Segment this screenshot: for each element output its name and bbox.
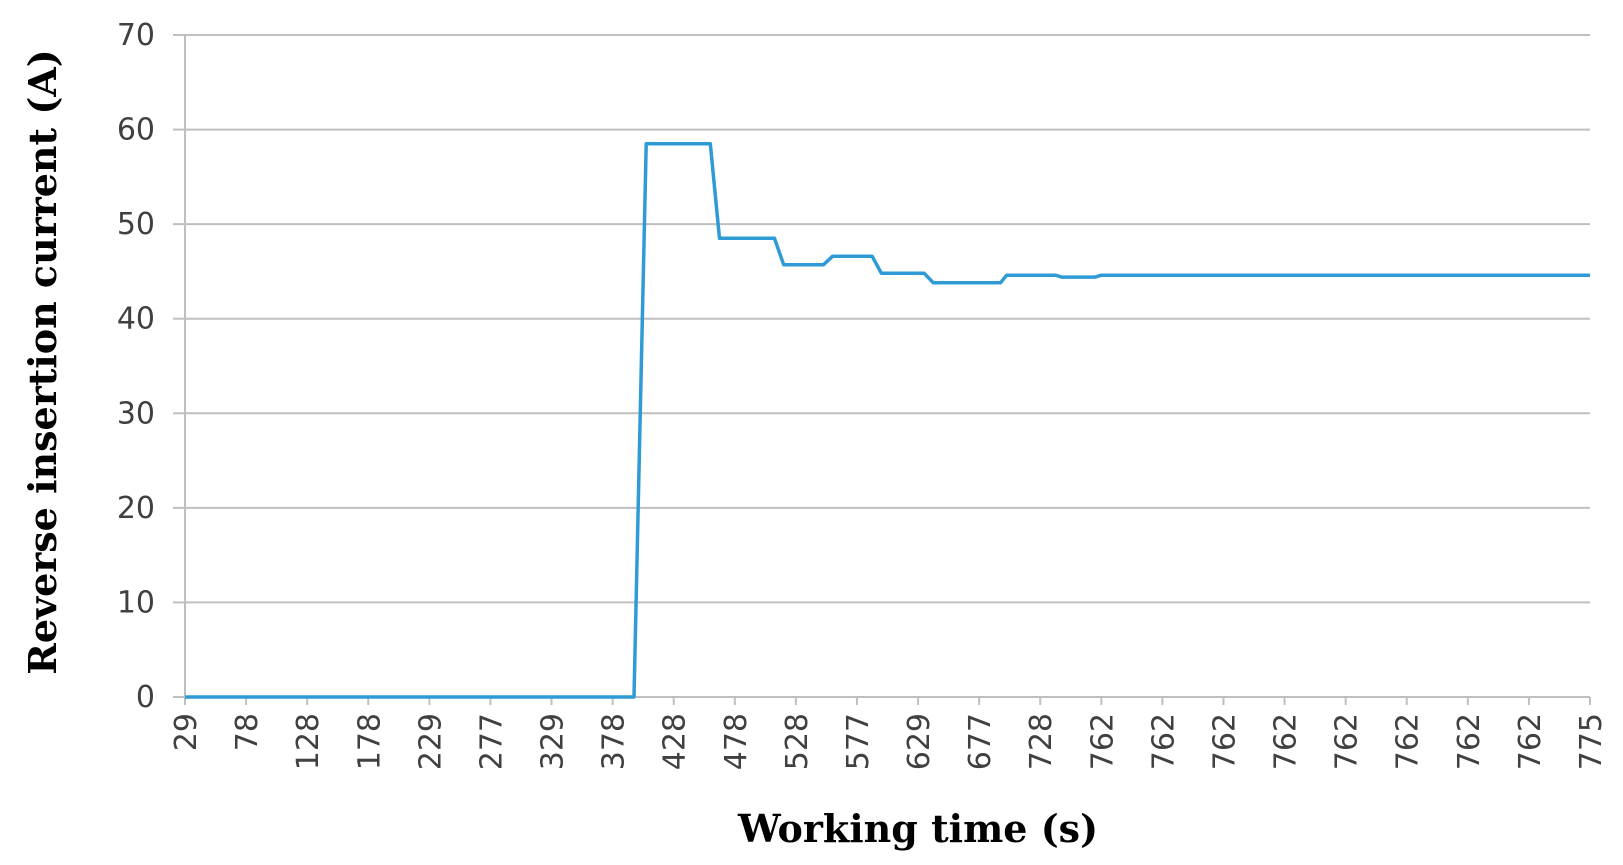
x-tick-label: 378	[597, 713, 632, 770]
x-tick-label: 178	[352, 713, 387, 770]
x-tick-label: 428	[658, 713, 693, 770]
x-tick-label: 277	[474, 713, 509, 770]
x-axis-title: Working time (s)	[737, 806, 1098, 851]
y-axis-title: Reverse insertion current (A)	[20, 49, 65, 675]
x-tick-label: 762	[1330, 713, 1365, 770]
x-tick-label: 577	[841, 713, 876, 770]
x-tick-label: 528	[780, 713, 815, 770]
x-tick-label: 478	[719, 713, 754, 770]
y-tick-label: 10	[117, 585, 155, 620]
x-tick-label: 677	[963, 713, 998, 770]
x-tick-label: 762	[1085, 713, 1120, 770]
x-tick-label: 229	[413, 713, 448, 770]
x-tick-label: 762	[1207, 713, 1242, 770]
y-tick-label: 60	[117, 113, 155, 148]
y-tick-label: 40	[117, 302, 155, 337]
x-tick-label: 728	[1024, 713, 1059, 770]
x-tick-label: 762	[1513, 713, 1548, 770]
axes	[173, 34, 1591, 705]
x-tick-label: 78	[230, 713, 265, 751]
y-tick-label: 70	[117, 18, 155, 53]
series	[185, 142, 1590, 699]
y-tick-label: 30	[117, 396, 155, 431]
x-tick-label: 128	[291, 713, 326, 770]
x-tick-label: 29	[169, 713, 204, 751]
x-tick-label: 762	[1269, 713, 1304, 770]
x-tick-labels: 29 78 128 178 229 277 329 378 428 478 528 577 629 677…	[169, 713, 1609, 770]
series-line-0	[185, 142, 1590, 699]
x-tick-label: 775	[1574, 713, 1609, 770]
x-tick-label: 762	[1452, 713, 1487, 770]
y-tick-label: 50	[117, 207, 155, 242]
gridlines	[185, 34, 1590, 604]
x-tick-label: 329	[536, 713, 571, 770]
x-tick-label: 629	[902, 713, 937, 770]
y-tick-label: 20	[117, 491, 155, 526]
x-tick-label: 762	[1146, 713, 1181, 770]
y-tick-labels: 0 10 20 30 40 50 60 70	[117, 18, 155, 715]
x-tick-label: 762	[1391, 713, 1426, 770]
y-tick-label: 0	[136, 680, 155, 715]
